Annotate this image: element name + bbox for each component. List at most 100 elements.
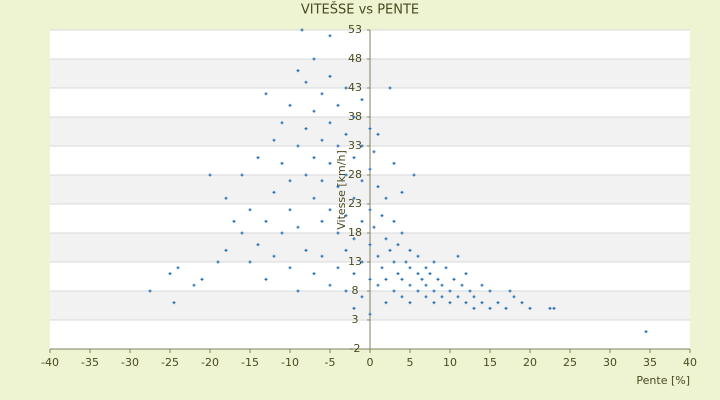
point — [200, 277, 204, 281]
point — [344, 173, 348, 177]
point — [548, 306, 552, 310]
point — [460, 283, 464, 287]
y-tick-label: 43 — [348, 81, 362, 94]
point — [280, 121, 284, 125]
point — [296, 289, 300, 293]
point — [400, 277, 404, 281]
point — [296, 69, 300, 73]
point — [344, 214, 348, 218]
point — [468, 289, 472, 293]
point — [452, 277, 456, 281]
point — [172, 301, 176, 305]
point — [432, 289, 436, 293]
point — [304, 173, 308, 177]
point — [400, 231, 404, 235]
point — [352, 156, 356, 160]
x-tick-label: 10 — [443, 356, 457, 369]
point — [320, 254, 324, 258]
x-tick-label: -35 — [81, 356, 99, 369]
point — [352, 196, 356, 200]
point — [328, 283, 332, 287]
point — [360, 179, 364, 183]
point — [320, 92, 324, 96]
y-tick-label: 13 — [348, 255, 362, 268]
y-tick-label: 48 — [348, 52, 362, 65]
point — [336, 266, 340, 270]
point — [216, 260, 220, 264]
point — [432, 301, 436, 305]
point — [360, 295, 364, 299]
point — [432, 260, 436, 264]
point — [488, 289, 492, 293]
point — [168, 272, 172, 276]
point — [336, 144, 340, 148]
point — [248, 260, 252, 264]
point — [508, 289, 512, 293]
point — [360, 219, 364, 223]
point — [480, 283, 484, 287]
point — [312, 156, 316, 160]
point — [280, 161, 284, 165]
point — [384, 196, 388, 200]
point — [436, 277, 440, 281]
point — [380, 266, 384, 270]
point — [352, 272, 356, 276]
point — [256, 243, 260, 247]
x-tick-label: -20 — [201, 356, 219, 369]
point — [328, 161, 332, 165]
point — [328, 121, 332, 125]
point — [380, 214, 384, 218]
y-tick-label: 23 — [348, 197, 362, 210]
point — [456, 254, 460, 258]
point — [376, 132, 380, 136]
point — [456, 295, 460, 299]
y-tick-label: 8 — [352, 284, 359, 297]
x-tick-label: -15 — [241, 356, 259, 369]
x-tick-label: -5 — [325, 356, 336, 369]
point — [296, 144, 300, 148]
point — [288, 179, 292, 183]
point — [300, 28, 304, 32]
point — [360, 260, 364, 264]
point — [344, 132, 348, 136]
point — [384, 277, 388, 281]
point — [320, 138, 324, 142]
point — [352, 115, 356, 119]
point — [440, 295, 444, 299]
point — [412, 173, 416, 177]
point — [448, 289, 452, 293]
point — [400, 190, 404, 194]
point — [424, 295, 428, 299]
point — [192, 283, 196, 287]
point — [288, 208, 292, 212]
point — [312, 196, 316, 200]
point — [148, 289, 152, 293]
point — [264, 92, 268, 96]
point — [428, 272, 432, 276]
x-axis-title: Pente [%] — [636, 374, 690, 387]
point — [336, 103, 340, 107]
point — [512, 295, 516, 299]
point — [444, 266, 448, 270]
point — [472, 306, 476, 310]
point — [328, 208, 332, 212]
point — [384, 301, 388, 305]
point — [392, 219, 396, 223]
point — [368, 243, 372, 247]
point — [224, 248, 228, 252]
point — [312, 272, 316, 276]
point — [376, 254, 380, 258]
point — [336, 231, 340, 235]
chart-title: VITEŠSE vs PENTE — [301, 2, 419, 18]
point — [320, 179, 324, 183]
point — [336, 185, 340, 189]
point — [272, 138, 276, 142]
point — [408, 266, 412, 270]
point — [176, 266, 180, 270]
point — [352, 237, 356, 241]
point — [312, 57, 316, 61]
point — [392, 260, 396, 264]
point — [420, 277, 424, 281]
y-tick-label: 33 — [348, 139, 362, 152]
